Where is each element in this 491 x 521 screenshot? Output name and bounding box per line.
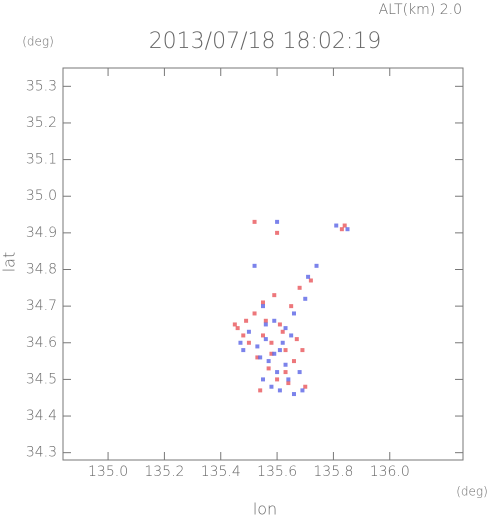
point	[280, 340, 285, 345]
point	[252, 263, 257, 268]
point	[286, 377, 291, 382]
point	[306, 274, 311, 279]
point	[255, 355, 260, 360]
point	[300, 348, 305, 353]
point	[261, 333, 265, 338]
point	[277, 388, 282, 393]
point	[275, 370, 280, 375]
point	[297, 370, 302, 375]
y-tick-label: 34.5	[26, 371, 57, 387]
y-tick-label: 34.3	[26, 445, 57, 461]
point	[246, 329, 251, 334]
x-tick-label: 135.4	[201, 464, 241, 480]
point	[261, 304, 265, 309]
y-tick-label: 35.0	[26, 188, 57, 204]
point	[244, 318, 249, 323]
point	[269, 340, 274, 345]
x-tick-label: 136.0	[370, 464, 410, 480]
point	[272, 318, 277, 323]
point	[277, 322, 282, 327]
y-tick-label: 34.6	[26, 335, 57, 351]
point	[252, 311, 257, 316]
y-axis-label: lat	[0, 252, 19, 273]
point	[339, 227, 344, 232]
point	[291, 359, 296, 364]
point	[303, 296, 308, 301]
y-tick-label: 35.2	[26, 115, 57, 131]
point	[261, 377, 265, 382]
x-tick-label: 135.2	[144, 464, 184, 480]
point	[294, 337, 299, 342]
point	[241, 333, 246, 338]
point	[272, 351, 277, 356]
point	[303, 384, 308, 389]
x-tick-label: 135.8	[313, 464, 353, 480]
point	[275, 219, 280, 224]
y-tick-label: 34.4	[26, 408, 57, 424]
point	[314, 263, 319, 268]
y-tick-label: 35.3	[26, 78, 57, 94]
y-unit: (deg)	[22, 35, 54, 49]
y-tick-label: 34.9	[26, 225, 57, 241]
point	[345, 227, 350, 232]
point	[283, 370, 288, 375]
point	[232, 322, 237, 327]
y-tick-label: 34.8	[26, 261, 57, 277]
point	[261, 300, 265, 305]
point	[289, 304, 294, 309]
point	[266, 359, 271, 364]
point	[297, 285, 302, 290]
point	[275, 377, 280, 382]
point	[266, 366, 271, 371]
x-unit: (deg)	[456, 485, 488, 499]
point	[308, 278, 313, 283]
x-tick-label: 135.6	[257, 464, 297, 480]
point	[334, 223, 339, 228]
point	[246, 340, 251, 345]
x-tick-label: 135.0	[88, 464, 128, 480]
point	[235, 326, 240, 331]
point	[263, 318, 268, 323]
point	[241, 348, 246, 353]
point	[263, 337, 268, 342]
point	[258, 355, 263, 360]
point	[286, 381, 291, 386]
chart-subtitle: ALT(km) 2.0	[379, 2, 462, 18]
point	[252, 219, 257, 224]
point	[238, 340, 243, 345]
point	[269, 351, 274, 356]
point	[272, 293, 277, 298]
point	[291, 311, 296, 316]
point	[342, 223, 347, 228]
point	[255, 344, 260, 349]
point	[277, 348, 282, 353]
plot-frame	[62, 67, 464, 461]
point	[291, 392, 296, 397]
point	[289, 333, 294, 338]
x-axis-label: lon	[253, 500, 277, 519]
point	[283, 348, 288, 353]
point	[300, 388, 305, 393]
point	[275, 230, 280, 235]
point	[280, 329, 285, 334]
point	[258, 388, 263, 393]
y-tick-label: 34.7	[26, 298, 57, 314]
y-tick-label: 35.1	[26, 152, 57, 168]
chart-title: 2013/07/18 18:02:19	[149, 29, 382, 54]
point	[283, 362, 288, 367]
point	[283, 326, 288, 331]
point	[269, 384, 274, 389]
point	[263, 322, 268, 327]
